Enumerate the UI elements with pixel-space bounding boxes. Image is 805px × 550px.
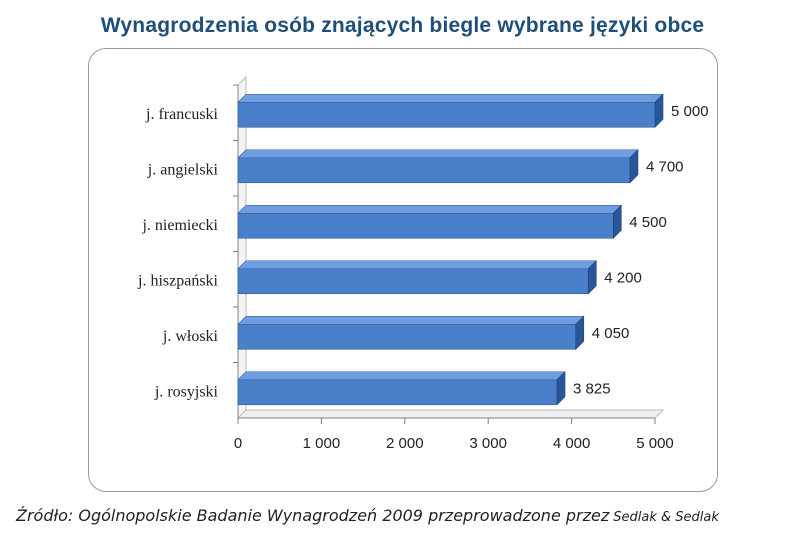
bar: [237, 268, 589, 295]
category-label: j. angielski: [147, 161, 219, 178]
bar: [237, 101, 656, 128]
source-note: Źródło: Ogólnopolskie Badanie Wynagrodze…: [16, 506, 719, 525]
bar-top: [237, 93, 664, 103]
bar-top: [237, 371, 566, 381]
bar-top: [237, 260, 598, 270]
bar: [237, 212, 614, 239]
category-label: j. rosyjski: [154, 383, 219, 400]
x-tick-label: 2 000: [386, 435, 424, 452]
x-tick-label: 3 000: [469, 435, 507, 452]
chart-title: Wynagrodzenia osób znających biegle wybr…: [100, 14, 705, 37]
bar-end: [613, 204, 622, 239]
bar: [237, 323, 577, 350]
chart-floor: [236, 409, 665, 419]
data-label: 4 050: [592, 325, 630, 342]
bar-top: [237, 315, 585, 325]
bar-end: [587, 260, 597, 295]
data-label: 4 500: [629, 214, 667, 231]
data-label: 4 700: [646, 158, 684, 175]
chart-side-wall: [237, 75, 247, 420]
bar: [237, 379, 558, 406]
x-tick-label: 4 000: [553, 435, 591, 452]
category-label: j. hiszpański: [137, 272, 219, 289]
bar-top: [237, 204, 623, 214]
bar-chart: 0 1 000 2 000 3 000 4 000 5 000 j. francuski 5 …: [137, 75, 709, 452]
bar-end: [654, 93, 664, 128]
data-label: 4 200: [604, 269, 642, 286]
data-label: 3 825: [573, 380, 611, 397]
category-label: j. włoski: [162, 328, 219, 345]
bar-end: [556, 371, 566, 406]
source-brand: Sedlak & Sedlak: [613, 510, 719, 525]
x-tick-label: 0: [234, 435, 242, 452]
bar-top: [237, 149, 639, 159]
data-label: 5 000: [671, 103, 709, 120]
bar-end: [575, 315, 585, 350]
category-label: j. francuski: [145, 106, 219, 123]
bar-end: [629, 149, 639, 184]
x-tick-label: 1 000: [303, 435, 341, 452]
bar: [237, 157, 631, 184]
category-label: j. niemiecki: [141, 217, 218, 234]
source-text: Źródło: Ogólnopolskie Badanie Wynagrodze…: [16, 506, 610, 525]
x-tick-label: 5 000: [636, 435, 674, 452]
